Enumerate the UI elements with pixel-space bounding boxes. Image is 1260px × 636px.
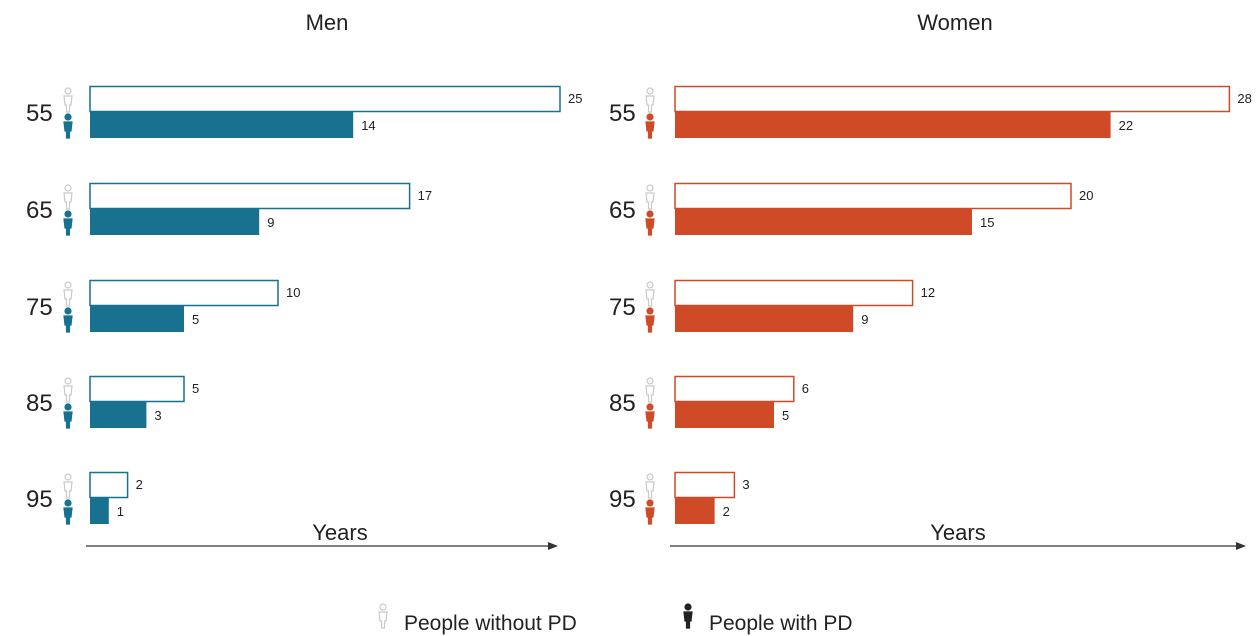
age-label: 55 [609,100,636,127]
bar-without-pd [674,85,1231,113]
person-outline-icon [63,377,73,403]
value-label: 15 [980,215,994,230]
value-label: 3 [154,408,161,423]
person-outline-icon [63,281,73,307]
age-label: 65 [609,197,636,224]
age-label: 75 [609,294,636,321]
bar-without-pd [89,375,185,403]
bar-without-pd [674,182,1072,210]
legend-item-without-pd: People without PD [404,612,577,635]
value-label: 9 [267,215,274,230]
legend-item-with-pd: People with PD [709,612,853,635]
value-label: 10 [286,285,300,300]
panel-women: Women 55 28 22 65 20 15 75 12 9 85 65 95 32 Years [609,10,1252,550]
bar-without-pd [89,85,561,113]
person-filled-icon [645,403,655,429]
person-filled-icon [63,499,73,525]
arrow-right-icon [1236,542,1246,550]
person-outline-icon [645,184,655,210]
person-filled-icon [645,307,655,333]
value-label: 5 [192,312,199,327]
value-label: 22 [1119,118,1133,133]
person-outline-icon [378,603,388,629]
person-outline-icon [645,473,655,499]
bar-without-pd [674,471,736,499]
person-filled-icon [63,113,73,139]
value-label: 3 [742,477,749,492]
bar-with-pd [90,402,147,428]
panel-men: Men 55 25 14 65 17 9 75 10 5 85 5 3 95 21 Years [26,10,582,550]
person-filled-icon [683,603,693,629]
panel-title: Women [917,10,992,35]
age-label: 85 [26,390,53,417]
age-label: 75 [26,294,53,321]
value-label: 20 [1079,188,1093,203]
x-axis-label: Years [312,520,367,545]
bar-with-pd [675,209,972,235]
arrow-right-icon [548,542,558,550]
bar-with-pd [90,498,109,524]
person-filled-icon [645,113,655,139]
bar-without-pd [89,279,279,307]
person-filled-icon [63,307,73,333]
value-label: 6 [802,381,809,396]
bar-without-pd [674,375,795,403]
value-label: 28 [1237,91,1251,106]
value-label: 5 [782,408,789,423]
bar-with-pd [675,306,854,332]
value-label: 2 [136,477,143,492]
bar-without-pd [89,182,411,210]
bar-without-pd [89,471,129,499]
person-outline-icon [645,281,655,307]
legend: People without PD People with PD [378,603,853,635]
bar-without-pd [674,279,914,307]
panel-title: Men [306,10,349,35]
bar-with-pd [675,498,715,524]
age-label: 85 [609,390,636,417]
value-label: 9 [861,312,868,327]
x-axis-label: Years [930,520,985,545]
value-label: 25 [568,91,582,106]
age-label: 55 [26,100,53,127]
person-outline-icon [645,377,655,403]
person-outline-icon [63,473,73,499]
bar-with-pd [675,112,1111,138]
age-label: 95 [609,486,636,513]
bar-with-pd [90,112,354,138]
person-outline-icon [63,184,73,210]
person-outline-icon [63,87,73,113]
value-label: 1 [117,504,124,519]
age-label: 95 [26,486,53,513]
person-filled-icon [63,210,73,236]
value-label: 17 [418,188,432,203]
value-label: 5 [192,381,199,396]
value-label: 12 [921,285,935,300]
bar-with-pd [90,209,260,235]
bar-with-pd [90,306,184,332]
value-label: 14 [361,118,375,133]
person-filled-icon [645,499,655,525]
person-filled-icon [645,210,655,236]
age-label: 65 [26,197,53,224]
person-filled-icon [63,403,73,429]
bar-with-pd [675,402,774,428]
value-label: 2 [723,504,730,519]
person-outline-icon [645,87,655,113]
